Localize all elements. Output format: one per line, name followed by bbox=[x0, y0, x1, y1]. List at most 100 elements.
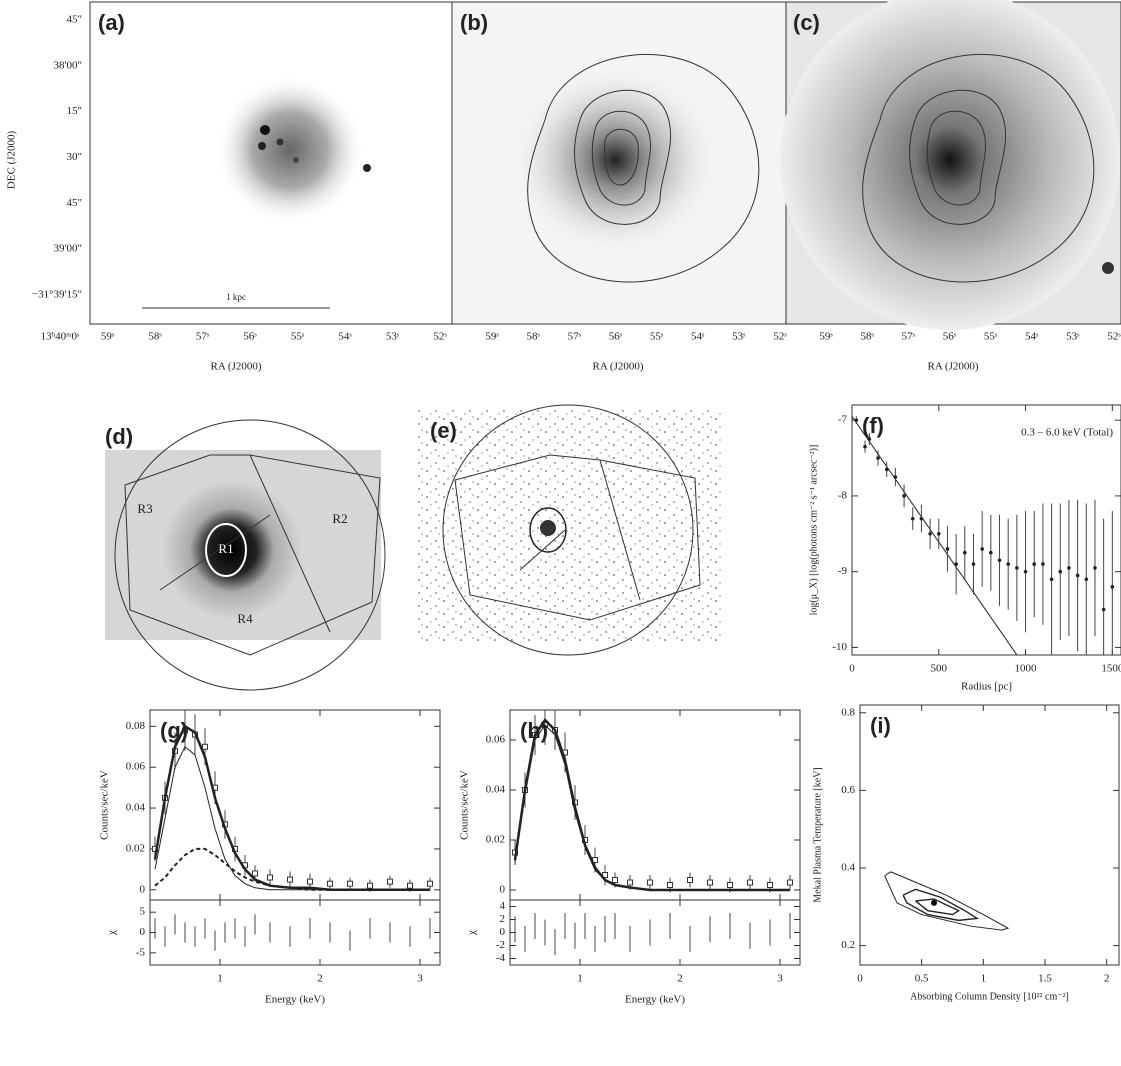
data-point bbox=[902, 494, 906, 498]
data-point bbox=[854, 418, 859, 422]
panel-label: (d) bbox=[105, 424, 133, 449]
y-tick-label: 45" bbox=[67, 14, 83, 26]
x-tick-label: 57ˢ bbox=[902, 331, 916, 343]
data-point bbox=[971, 562, 976, 566]
x-tick-label: 58ˢ bbox=[860, 331, 874, 343]
model-line bbox=[154, 745, 430, 891]
y-axis-title: Counts/sec/keV bbox=[459, 770, 471, 840]
data-point bbox=[1093, 566, 1097, 570]
x-axis-title: RA (J2000) bbox=[592, 361, 643, 373]
x-tick-label: 55ˢ bbox=[291, 331, 305, 343]
panel-label: (i) bbox=[870, 713, 891, 738]
y-axis-title: DEC (J2000) bbox=[6, 130, 18, 189]
contour-line bbox=[915, 898, 961, 916]
x-tick-label: 13ʰ40ᵐ0ˢ bbox=[41, 331, 80, 343]
y-tick-label: -4 bbox=[496, 952, 506, 964]
region-label: R4 bbox=[237, 611, 253, 626]
x-tick-label: 57ˢ bbox=[568, 331, 582, 343]
data-point bbox=[407, 882, 413, 889]
x-tick-label: 2 bbox=[317, 973, 323, 985]
plot-frame bbox=[509, 709, 801, 901]
x-tick-label: 0.5 bbox=[915, 973, 929, 985]
x-tick-label: 52ˢ bbox=[1107, 331, 1121, 343]
y-tick-label: 4 bbox=[500, 900, 506, 912]
plot-area bbox=[884, 871, 1010, 931]
x-tick-label: 54ˢ bbox=[338, 331, 352, 343]
data-point bbox=[667, 882, 673, 888]
panel-e-image bbox=[415, 404, 722, 656]
data-point bbox=[612, 877, 618, 883]
y-tick-label: 0.2 bbox=[841, 939, 855, 951]
data-point bbox=[1084, 577, 1089, 582]
x-tick-label: 53ˢ bbox=[386, 331, 400, 343]
contour-line bbox=[884, 871, 1010, 931]
x-tick-label: 56ˢ bbox=[243, 331, 257, 343]
y-tick-label: 0 bbox=[500, 926, 506, 938]
plot-frame bbox=[149, 899, 441, 966]
y-tick-label: 0.06 bbox=[486, 734, 506, 746]
x-tick-label: 3 bbox=[777, 973, 783, 985]
data-point bbox=[327, 880, 333, 887]
residual-axis-title: χ bbox=[466, 930, 478, 936]
x-tick-label: 1 bbox=[577, 973, 583, 985]
data-point bbox=[627, 879, 633, 886]
data-point bbox=[989, 550, 993, 555]
data-point bbox=[936, 531, 941, 536]
region-label: R2 bbox=[332, 511, 347, 526]
y-tick-label: -5 bbox=[136, 946, 146, 958]
model-line bbox=[153, 724, 430, 892]
x-tick-label: 2 bbox=[677, 973, 683, 985]
y-tick-label: 39'00" bbox=[54, 243, 82, 255]
x-tick-label: 500 bbox=[931, 663, 948, 675]
data-point bbox=[980, 547, 984, 551]
y-tick-label: -8 bbox=[838, 489, 848, 501]
data-point bbox=[287, 876, 293, 883]
model-line bbox=[514, 724, 790, 891]
data-point bbox=[1075, 573, 1080, 578]
x-tick-label: 1000 bbox=[1015, 663, 1038, 675]
data-point bbox=[1067, 566, 1071, 570]
residual-axis-title: χ bbox=[106, 930, 118, 936]
panel-a-image: 1 kpc bbox=[89, 1, 453, 325]
data-point bbox=[387, 878, 393, 885]
y-axis-title: log(μ_X) [log(photons cm⁻² s⁻¹ arcsec⁻²)… bbox=[808, 445, 819, 616]
data-point bbox=[307, 878, 313, 885]
x-axis-title: RA (J2000) bbox=[927, 361, 978, 373]
contour-line bbox=[902, 888, 980, 922]
x-axis-title: Energy (keV) bbox=[265, 994, 325, 1006]
data-point bbox=[647, 879, 653, 886]
data-point bbox=[1015, 566, 1019, 570]
data-point bbox=[787, 879, 793, 886]
x-tick-label: 59ˢ bbox=[819, 331, 833, 343]
panel-d-image: R1 R2 R3 R4 bbox=[105, 419, 386, 691]
x-tick-label: 54ˢ bbox=[1025, 331, 1039, 343]
plot-frame bbox=[859, 704, 1120, 966]
data-point bbox=[954, 562, 958, 566]
x-tick-label: 2 bbox=[1104, 973, 1110, 985]
x-tick-label: 0 bbox=[857, 973, 863, 985]
x-axis-title: Absorbing Column Density [10²² cm⁻²] bbox=[910, 991, 1069, 1002]
region-label: R1 bbox=[218, 541, 233, 556]
model-line bbox=[154, 847, 430, 891]
data-point bbox=[928, 531, 932, 536]
data-point bbox=[747, 879, 753, 886]
y-tick-label: 15" bbox=[67, 105, 83, 117]
x-tick-label: 56ˢ bbox=[609, 331, 623, 343]
panel-label: (e) bbox=[430, 418, 457, 443]
data-point bbox=[1032, 562, 1037, 566]
y-tick-label: 0.02 bbox=[126, 842, 145, 854]
y-tick-label: -2 bbox=[496, 939, 505, 951]
panel-b-image bbox=[451, 1, 787, 325]
panel-label: (h) bbox=[520, 718, 548, 743]
x-tick-label: 0 bbox=[849, 663, 855, 675]
x-tick-label: 52ˢ bbox=[433, 331, 447, 343]
data-point bbox=[876, 456, 880, 460]
data-point bbox=[1058, 569, 1063, 574]
y-tick-label: 0.6 bbox=[841, 784, 855, 796]
x-tick-label: 1500 bbox=[1101, 663, 1121, 675]
y-tick-label: 0.4 bbox=[841, 862, 855, 874]
data-point bbox=[919, 516, 924, 521]
y-tick-label: 0.04 bbox=[486, 784, 506, 796]
data-point bbox=[1049, 577, 1054, 582]
